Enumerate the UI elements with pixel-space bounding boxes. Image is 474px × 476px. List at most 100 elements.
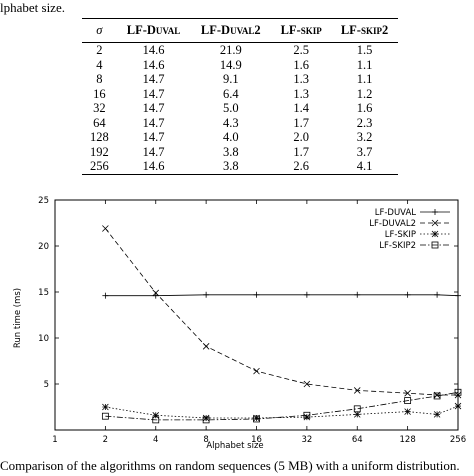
marker-stroke bbox=[102, 403, 109, 411]
y-tick-label: 10 bbox=[38, 334, 49, 344]
table-cell: 3.7 bbox=[356, 144, 373, 159]
data-point bbox=[353, 387, 361, 394]
x-tick-label: 128 bbox=[400, 435, 416, 445]
table-row: 32 14.7 5.0 1.4 1.6 bbox=[82, 101, 398, 116]
data-point bbox=[404, 408, 411, 415]
table-cell: 5.0 bbox=[223, 101, 239, 115]
table-row: 2 14.6 21.9 2.5 1.5 bbox=[82, 43, 398, 58]
table-cell: 32 bbox=[93, 101, 106, 115]
data-point bbox=[432, 209, 438, 215]
table-cell: 9.1 bbox=[223, 72, 239, 86]
table-cell: 8 bbox=[96, 72, 103, 86]
data-point bbox=[434, 291, 441, 298]
marker-stroke bbox=[253, 367, 260, 375]
x-tick-label: 16 bbox=[251, 435, 262, 445]
marker-stroke bbox=[102, 225, 109, 232]
table-cell: 14.6 bbox=[142, 43, 165, 57]
x-tick-label: 8 bbox=[203, 435, 208, 445]
table-header-row: σ LF-Duval LF-Duval2 LF-skip LF-skip2 bbox=[82, 18, 398, 43]
table-cell: 14.7 bbox=[142, 144, 165, 159]
data-point bbox=[303, 291, 310, 298]
header-lf-skip: LF-skip bbox=[271, 18, 332, 43]
marker-square bbox=[101, 412, 109, 420]
table-cell: 128 bbox=[89, 130, 109, 144]
legend-label: LF-SKIP bbox=[385, 230, 416, 240]
marker-stroke bbox=[431, 230, 439, 238]
x-tick-label: 32 bbox=[301, 435, 312, 445]
chart-axes: 1 2 4 8 16 32 64 128 256 5 10 15 20 25 bbox=[38, 196, 466, 445]
table-row: 8 14.7 9.1 1.3 1.1 bbox=[82, 72, 398, 87]
marker-square bbox=[431, 241, 439, 249]
data-point bbox=[431, 219, 439, 227]
table-cell: 1.6 bbox=[293, 57, 309, 72]
table-cell: 4.3 bbox=[223, 115, 239, 130]
table-cell: 2.0 bbox=[293, 130, 309, 144]
marker-square bbox=[202, 416, 210, 424]
marker-stroke bbox=[353, 387, 361, 394]
table-cell: 1.6 bbox=[356, 101, 373, 115]
marker-square bbox=[404, 397, 412, 404]
data-point bbox=[354, 291, 361, 298]
series-line bbox=[105, 391, 459, 421]
data-point bbox=[102, 403, 109, 411]
y-tick-label: 20 bbox=[38, 242, 49, 252]
series-line bbox=[105, 228, 458, 396]
y-tick-label: 25 bbox=[38, 196, 49, 206]
table-cell: 6.4 bbox=[223, 86, 239, 101]
marker-stroke bbox=[152, 289, 160, 297]
data-point bbox=[454, 402, 462, 410]
table-cell: 4.0 bbox=[223, 130, 239, 144]
table-cell: 2.6 bbox=[271, 159, 332, 175]
header-sigma: σ bbox=[82, 18, 117, 43]
table-cell: 2 bbox=[96, 43, 103, 57]
marker-stroke bbox=[433, 411, 441, 418]
marker-stroke bbox=[353, 411, 361, 418]
data-point bbox=[152, 292, 159, 299]
data-point bbox=[303, 380, 311, 388]
data-point bbox=[353, 411, 361, 418]
series-line bbox=[105, 405, 459, 419]
table-cell: 64 bbox=[93, 115, 106, 130]
table-cell: 3.8 bbox=[223, 144, 239, 159]
table-cell: 1.7 bbox=[293, 115, 309, 130]
data-point bbox=[404, 389, 411, 397]
table-cell: 14.6 bbox=[116, 159, 191, 175]
marker-square bbox=[353, 405, 361, 413]
data-point bbox=[433, 411, 441, 418]
data-point bbox=[102, 225, 109, 232]
x-axis-label: Alphabet size bbox=[206, 441, 263, 451]
table-cell: 1.3 bbox=[293, 72, 309, 86]
x-tick-label: 256 bbox=[450, 435, 466, 445]
data-point bbox=[202, 342, 210, 350]
marker-square bbox=[253, 415, 260, 423]
caption-bottom-fragment: Comparison of the algorithms on random s… bbox=[0, 458, 460, 473]
data-point bbox=[253, 415, 260, 423]
data-point bbox=[455, 292, 461, 299]
x-tick-label: 1 bbox=[52, 435, 57, 445]
marker-square bbox=[454, 388, 462, 396]
table-cell: 14.7 bbox=[142, 101, 165, 115]
data-point bbox=[152, 411, 160, 419]
table-cell: 1.3 bbox=[293, 86, 309, 101]
table-row: 256 14.6 3.8 2.6 4.1 bbox=[82, 159, 398, 175]
data-point bbox=[202, 416, 210, 424]
header-lf-skip2: LF-skip2 bbox=[331, 18, 398, 43]
marker-square bbox=[303, 411, 311, 419]
y-axis-label: Run time (ms) bbox=[13, 288, 23, 348]
table-cell: 14.7 bbox=[142, 72, 165, 86]
data-point bbox=[152, 416, 160, 424]
legend-label: LF-DUVAL bbox=[375, 208, 417, 218]
marker-stroke bbox=[202, 414, 210, 422]
table-row: 64 14.7 4.3 1.7 2.3 bbox=[82, 116, 398, 131]
table-row: 128 14.7 4.0 2.0 3.2 bbox=[82, 130, 398, 145]
data-point bbox=[101, 412, 109, 420]
table-cell: 256 bbox=[82, 159, 117, 175]
data-point bbox=[404, 397, 412, 404]
series-lf-duval2 bbox=[102, 225, 462, 399]
series-lf-duval bbox=[102, 291, 461, 299]
table-cell: 21.9 bbox=[219, 43, 242, 57]
marker-stroke bbox=[404, 389, 411, 397]
caption-top-fragment: lphabet size. bbox=[0, 0, 65, 15]
table-cell: 14.7 bbox=[142, 115, 165, 130]
